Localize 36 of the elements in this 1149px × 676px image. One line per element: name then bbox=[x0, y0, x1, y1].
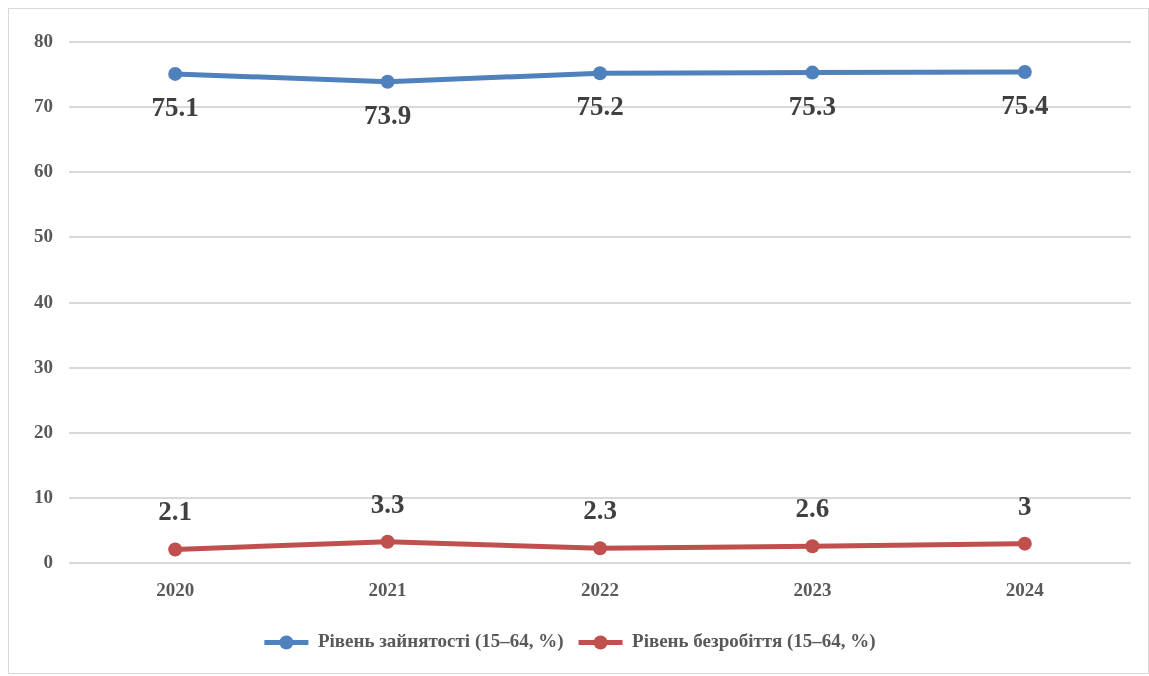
x-tick-label: 2022 bbox=[581, 578, 619, 600]
point bbox=[593, 66, 607, 81]
y-tick-label: 30 bbox=[34, 355, 53, 377]
x-tick-label: 2021 bbox=[368, 578, 407, 600]
y-tick-label: 0 bbox=[43, 551, 53, 573]
data-label: 73.9 bbox=[363, 99, 412, 130]
point bbox=[380, 74, 395, 89]
point bbox=[1017, 64, 1032, 79]
data-label: 3 bbox=[1018, 490, 1032, 521]
legend-label: Рівень безробіття (15–64, %) bbox=[632, 630, 876, 653]
y-tick-label: 70 bbox=[34, 95, 53, 117]
x-tick-label: 2020 bbox=[156, 578, 195, 600]
point bbox=[1017, 536, 1032, 551]
y-tick-label: 60 bbox=[34, 160, 53, 182]
data-label: 75.4 bbox=[1001, 89, 1049, 120]
y-tick-label: 40 bbox=[34, 290, 53, 312]
data-label: 75.2 bbox=[576, 91, 624, 122]
point bbox=[805, 65, 820, 80]
data-label: 3.3 bbox=[370, 488, 405, 519]
y-tick-label: 10 bbox=[34, 485, 53, 507]
data-label: 2.3 bbox=[583, 495, 617, 526]
y-tick-label: 50 bbox=[34, 225, 53, 247]
point bbox=[805, 539, 820, 554]
data-label: 75.3 bbox=[788, 90, 837, 121]
y-tick-label: 80 bbox=[34, 29, 53, 51]
legend-label: Рівень зайнятості (15–64, %) bbox=[317, 630, 564, 653]
data-label: 2.1 bbox=[158, 496, 193, 527]
data-label: 2.6 bbox=[795, 493, 830, 524]
y-tick-label: 20 bbox=[34, 420, 53, 442]
point bbox=[593, 541, 607, 556]
point bbox=[168, 66, 183, 81]
x-tick-label: 2024 bbox=[1005, 578, 1045, 600]
x-tick-label: 2023 bbox=[793, 578, 832, 600]
point bbox=[168, 542, 183, 557]
point bbox=[380, 534, 395, 549]
data-label: 75.1 bbox=[151, 91, 199, 122]
